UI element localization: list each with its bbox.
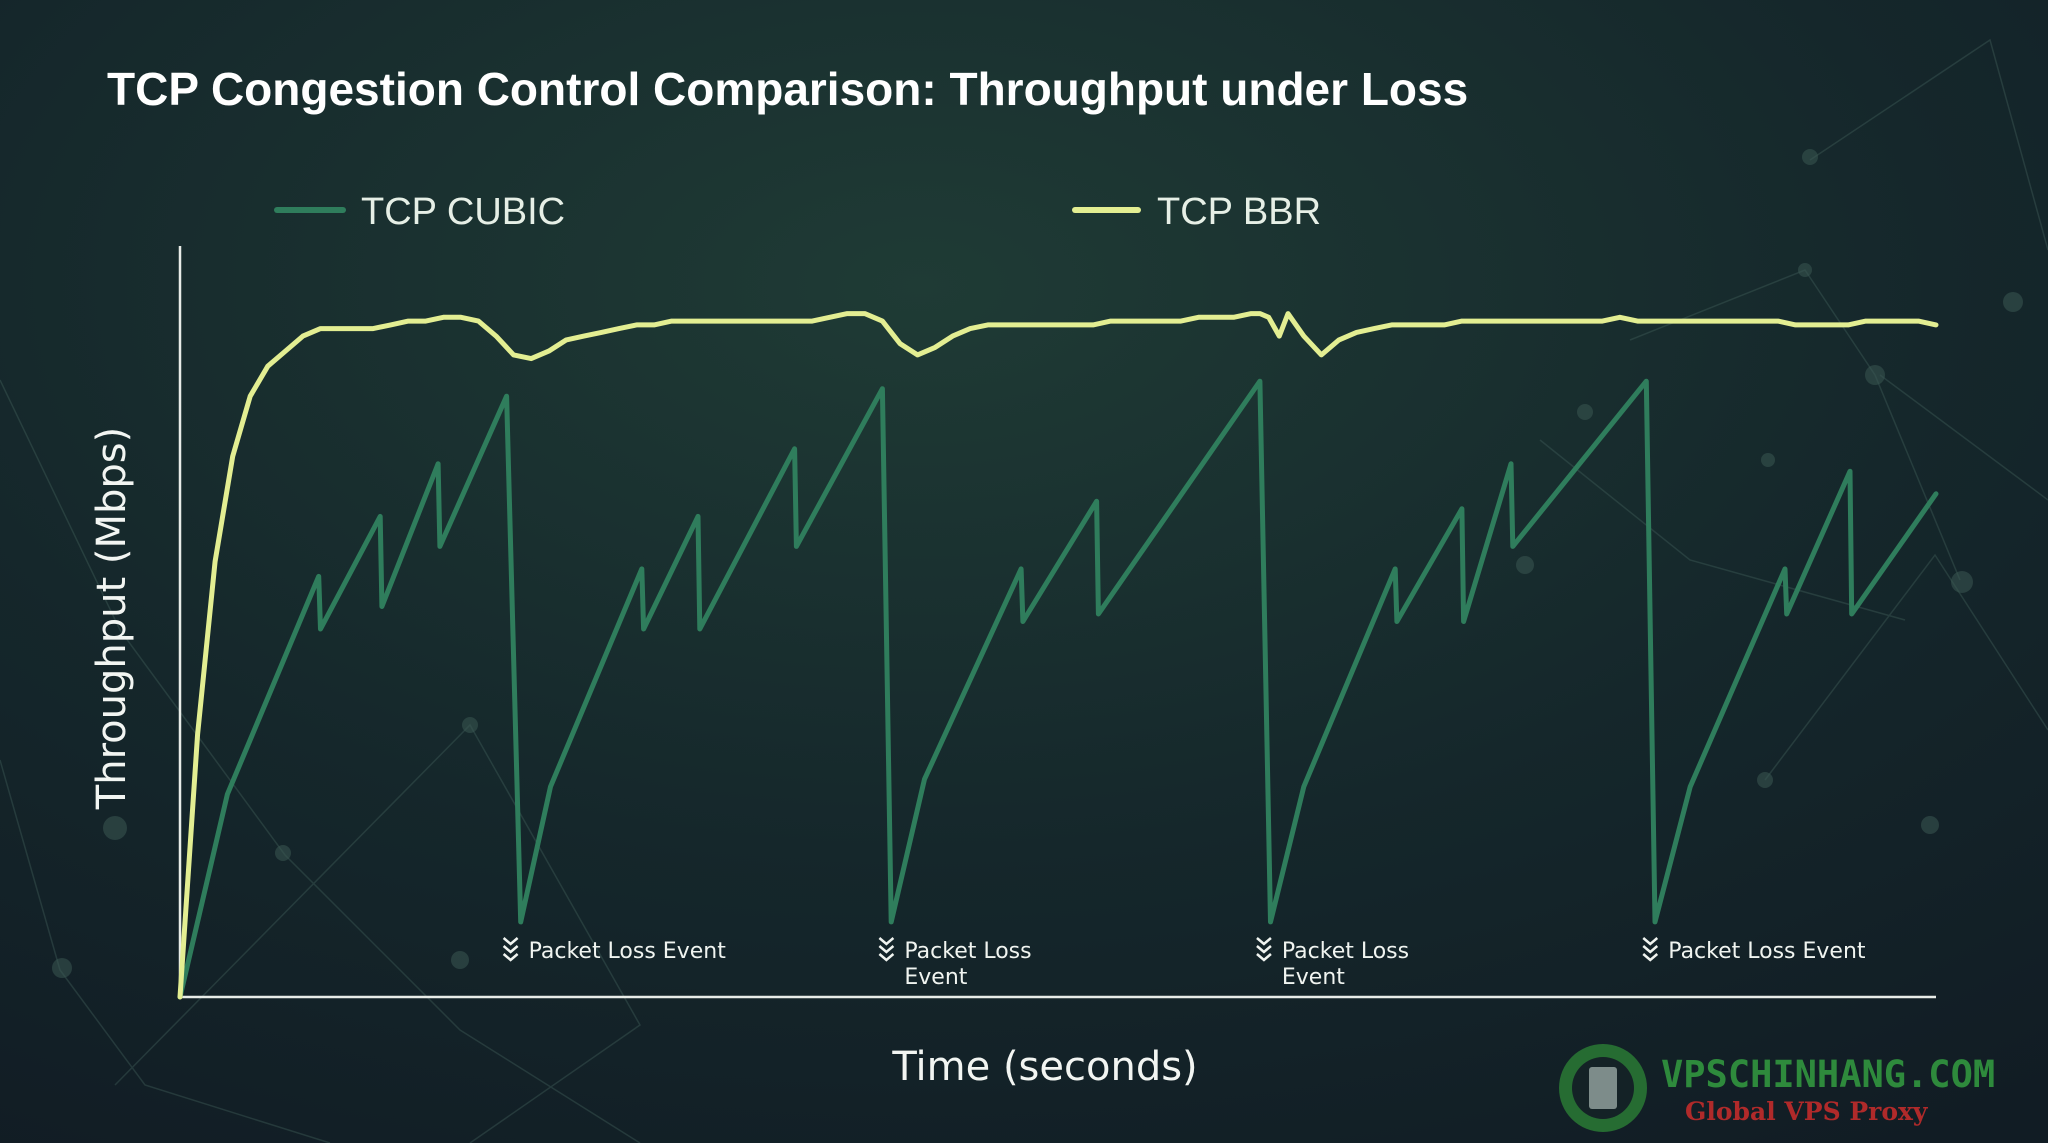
legend-label-bbr: TCP BBR — [1157, 191, 1321, 233]
packet-loss-annotation: Packet Loss Event — [878, 937, 1032, 990]
packet-loss-label: Packet Loss Event — [1668, 939, 1866, 964]
legend-label-cubic: TCP CUBIC — [361, 191, 565, 233]
legend: TCP CUBIC TCP BBR — [274, 191, 1321, 233]
packet-loss-annotation: Packet Loss Event — [502, 937, 727, 964]
packet-loss-annotation: Packet Loss Event — [1642, 937, 1866, 964]
watermark-brand: VPSCHINHANG.COM — [1661, 1053, 1995, 1096]
series-line-tcp-bbr — [177, 311, 1939, 1000]
x-axis-label: Time (seconds) — [891, 1044, 1197, 1090]
chevrons-down-icon — [1642, 937, 1659, 962]
series-layer — [177, 311, 1939, 1000]
annotation-layer: Packet Loss Event Packet Loss Event Packet … — [502, 937, 1866, 990]
series-line-tcp-cubic — [177, 378, 1939, 1000]
y-axis-label: Throughput (Mbps) — [89, 427, 135, 810]
chevrons-down-icon — [1256, 937, 1272, 962]
chevrons-down-icon — [878, 937, 895, 962]
packet-loss-label: Packet Loss Event — [904, 939, 1031, 990]
packet-loss-label: Packet Loss Event — [529, 939, 727, 964]
watermark-tagline: Global VPS Proxy — [1685, 1097, 1929, 1126]
watermark: VPSCHINHANG.COM Global VPS Proxy — [1559, 1044, 1995, 1132]
packet-loss-label: Packet Loss Event — [1282, 939, 1409, 990]
chevrons-down-icon — [502, 937, 519, 962]
chart-title: TCP Congestion Control Comparison: Throu… — [107, 63, 1468, 115]
server-icon — [1589, 1067, 1617, 1109]
packet-loss-annotation: Packet Loss Event — [1256, 937, 1409, 990]
